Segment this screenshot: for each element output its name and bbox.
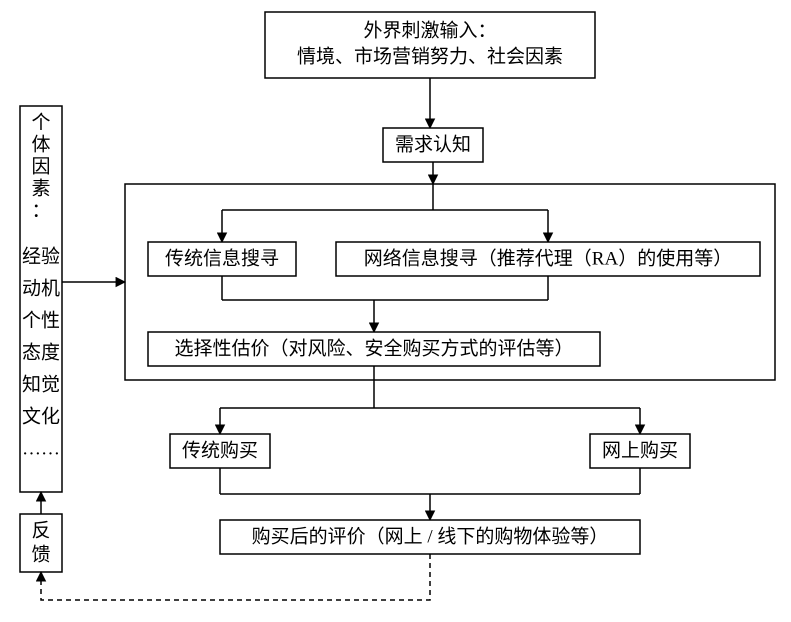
trad-search-label: 传统信息搜寻 [165, 247, 279, 269]
evaluate-label: 选择性估价（对风险、安全购买方式的评估等） [174, 337, 573, 359]
need-label: 需求认知 [395, 133, 471, 155]
personal-title-3: 因 [31, 156, 50, 177]
net-buy-label: 网上购买 [602, 439, 678, 461]
personal-item: 动机 [22, 277, 60, 299]
stimulus-line2: 情境、市场营销努力、社会因素 [297, 45, 563, 67]
personal-title-5: ： [31, 200, 50, 221]
net-search-label: 网络信息搜寻（推荐代理（RA）的使用等） [364, 247, 732, 269]
edge-post-feedback-dashed [41, 554, 430, 600]
personal-item: 态度 [22, 341, 60, 363]
personal-item: …… [22, 438, 60, 459]
trad-buy-label: 传统购买 [182, 439, 258, 461]
personal-item: 知觉 [22, 373, 60, 395]
flowchart: 外界刺激输入： 情境、市场营销努力、社会因素 需求认知 传统信息搜寻 网络信息搜… [0, 0, 791, 622]
personal-title-2: 体 [31, 133, 50, 155]
personal-item: 个性 [22, 309, 60, 331]
stimulus-line1: 外界刺激输入： [363, 19, 496, 41]
personal-title-1: 个 [31, 111, 50, 133]
feedback-char2: 馈 [31, 543, 50, 565]
personal-title-4: 素 [31, 177, 50, 199]
personal-item: 文化 [22, 405, 60, 427]
personal-item: 经验 [22, 245, 60, 267]
feedback-char1: 反 [31, 519, 50, 541]
post-label: 购买后的评价（网上 / 线下的购物体验等） [252, 525, 609, 547]
